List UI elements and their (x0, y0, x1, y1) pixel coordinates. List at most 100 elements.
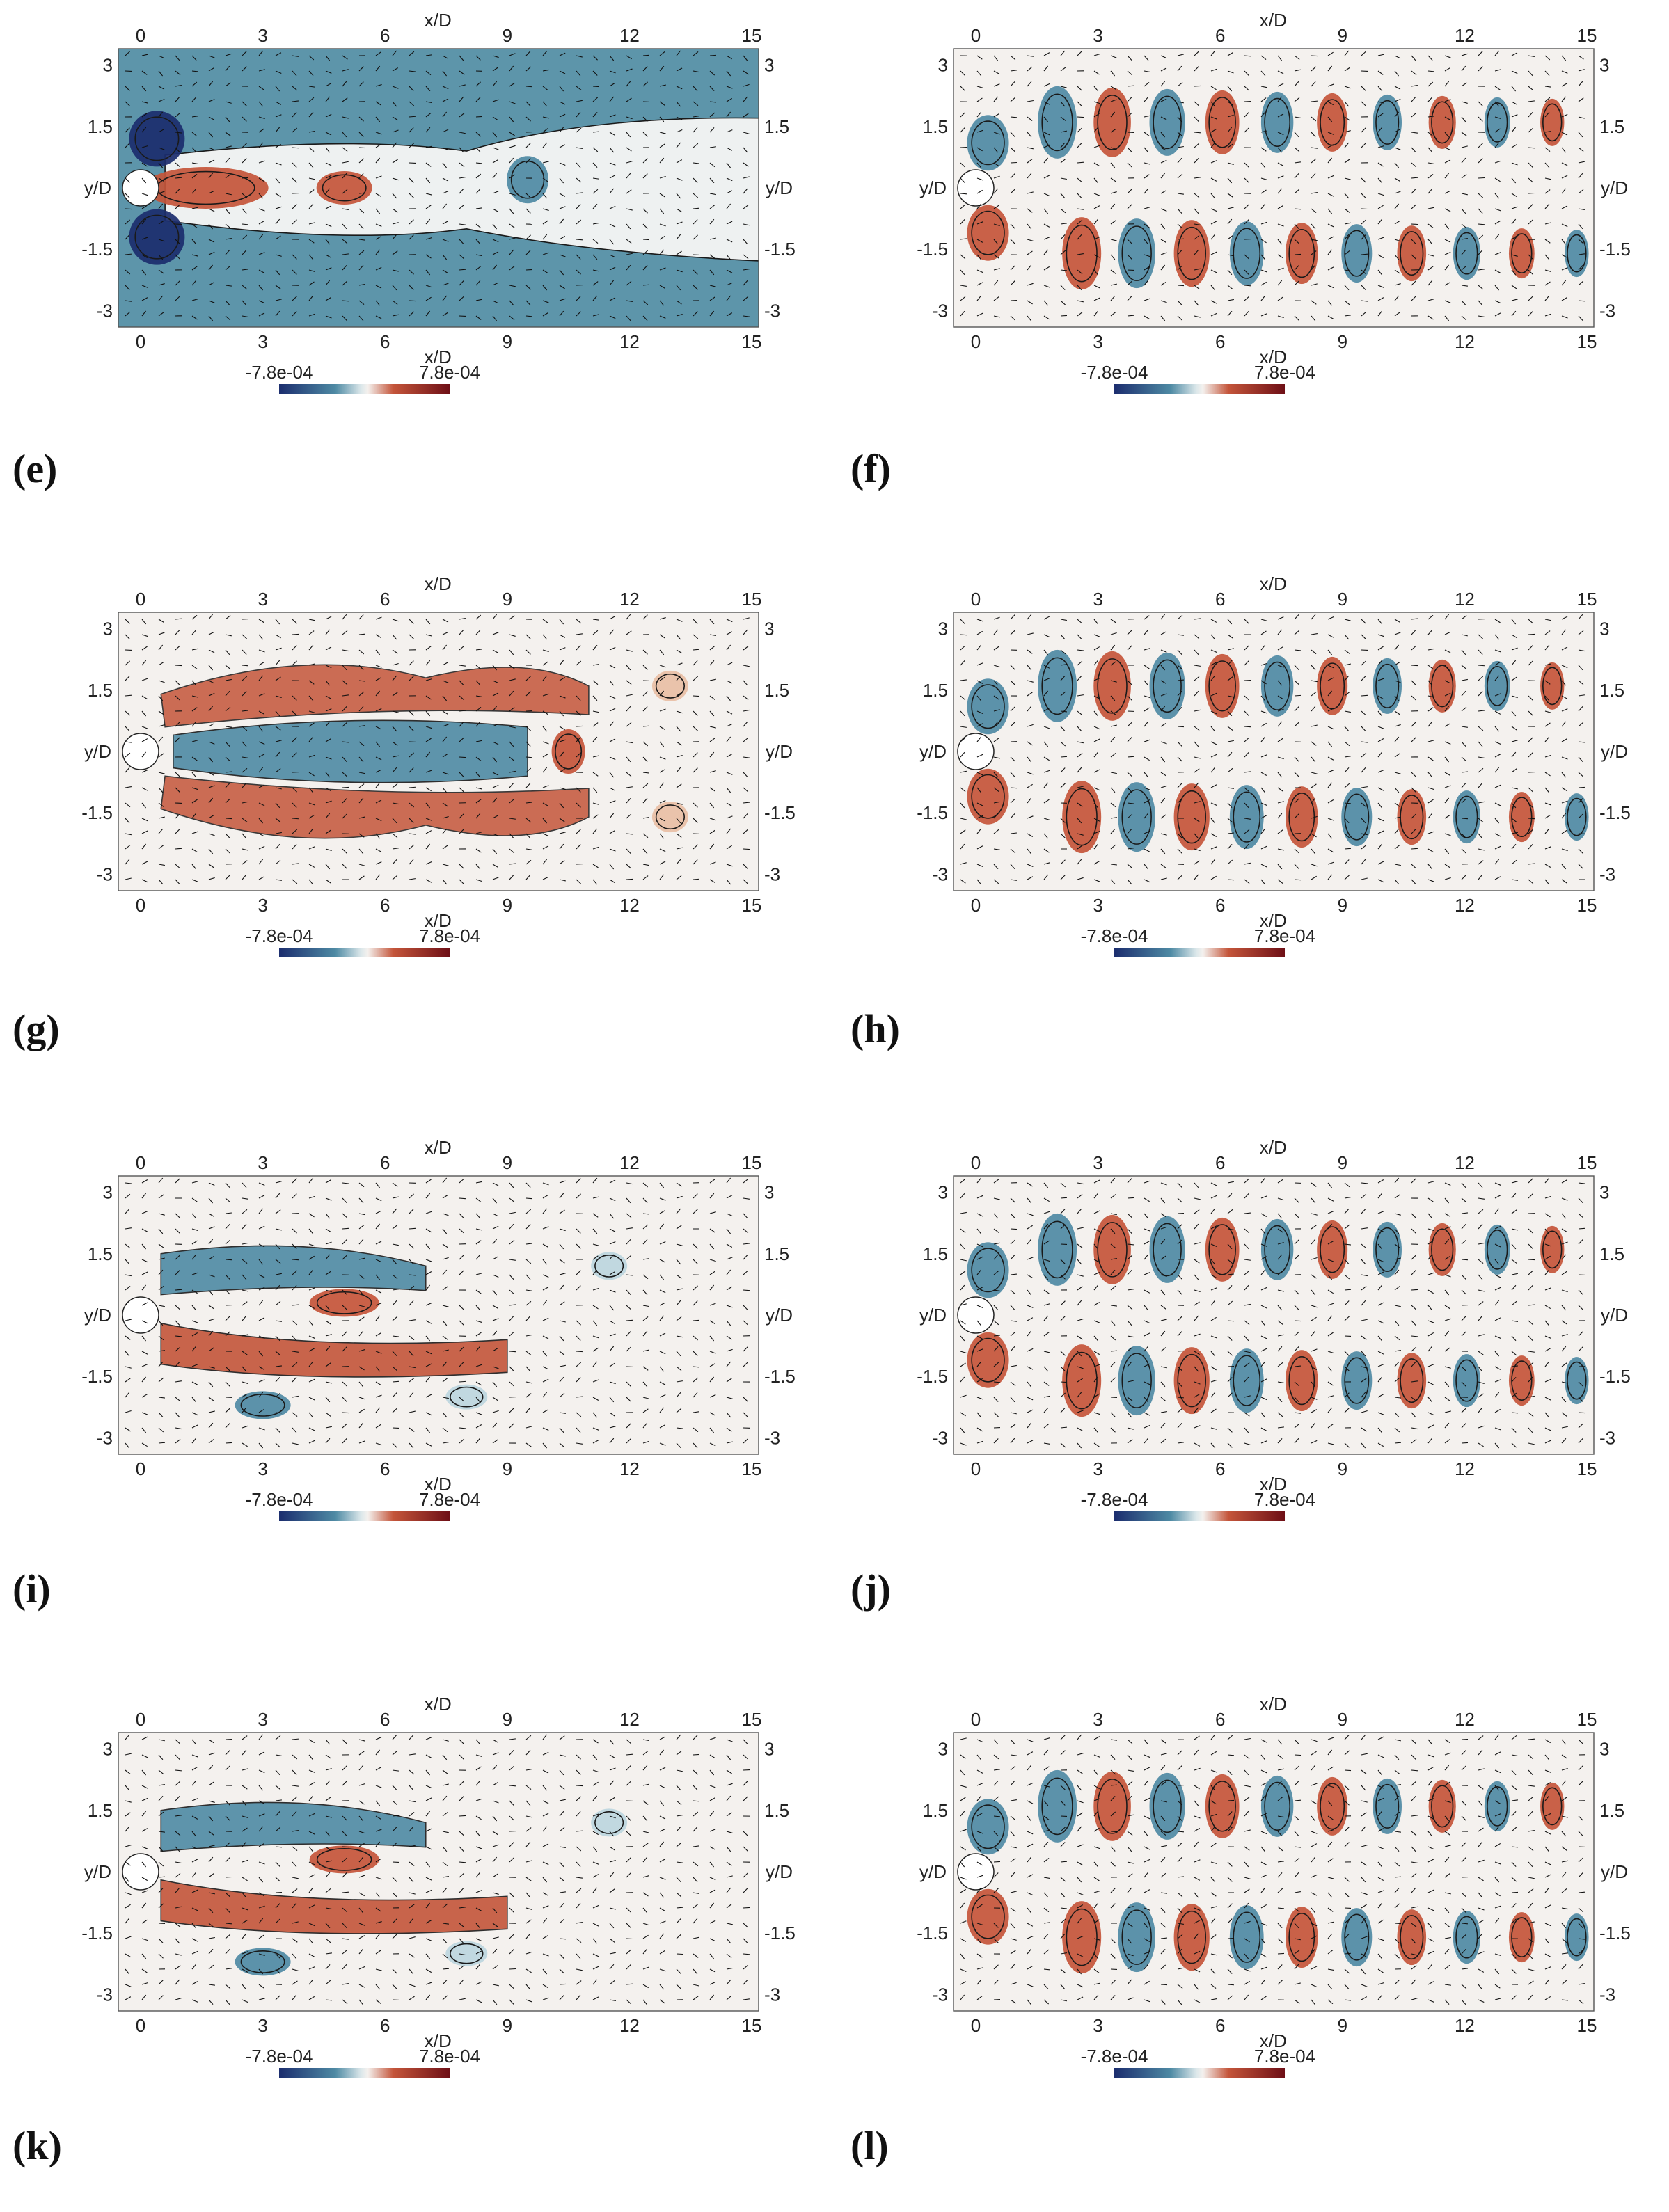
x-tick-top: 3 (258, 1152, 267, 1173)
lower-blue-blob-contour (240, 1950, 285, 1973)
vortex-lower-8 (1508, 1912, 1535, 1963)
y-tick-left: -1.5 (81, 239, 113, 260)
vortex-upper-9-contour (1542, 1787, 1563, 1826)
y-tick-left: -3 (97, 300, 113, 321)
vortex-lower-9-contour (1567, 1361, 1587, 1400)
x-tick-top: 0 (971, 1709, 981, 1730)
y-axis-label-left: y/D (84, 1305, 111, 1326)
vortex-lower-1 (1118, 1346, 1156, 1416)
x-tick-bottom: 9 (503, 331, 512, 352)
x-tick-top: 6 (380, 1709, 390, 1730)
vortex-upper-2 (1149, 1216, 1185, 1283)
far-blue-blob (591, 1252, 628, 1280)
vortex-lower-1-contour (1121, 225, 1152, 281)
panel-label-e: (e) (13, 446, 58, 491)
x-tick-top: 0 (971, 25, 981, 46)
x-tick-top: 12 (619, 1152, 640, 1173)
vortex-upper-9 (1540, 662, 1565, 710)
y-tick-right: 1.5 (1599, 1800, 1624, 1821)
y-tick-right: -3 (1599, 1984, 1615, 2005)
x-tick-top: 9 (1338, 589, 1347, 610)
x-axis-label-top: x/D (1260, 10, 1287, 31)
vortex-lower-5-contour (1344, 1357, 1370, 1404)
vortex-lower-7-contour (1455, 232, 1478, 275)
vortex-upper-2-contour (1153, 659, 1182, 713)
x-tick-top: 9 (1338, 25, 1347, 46)
vortex-lower-6-contour (1400, 1358, 1424, 1403)
y-tick-right: -1.5 (764, 1923, 796, 1943)
plot-frame (118, 48, 759, 328)
vortex-upper-3 (1205, 653, 1240, 718)
vortex-lower-9 (1565, 1357, 1589, 1405)
x-tick-bottom: 12 (1455, 331, 1475, 352)
near-cylinder-lower-contour (971, 774, 1005, 819)
colorbar-max-label: 7.8e-04 (1254, 362, 1315, 383)
x-tick-top: 9 (503, 1152, 512, 1173)
far-upper-blob (651, 670, 688, 701)
x-tick-bottom: 3 (258, 895, 267, 916)
vortex-lower-2 (1173, 220, 1210, 287)
vortex-upper-5 (1317, 93, 1348, 152)
colorbar-min-label: -7.8e-04 (1081, 2046, 1148, 2067)
x-tick-top: 9 (503, 1709, 512, 1730)
panel-label-g: (g) (13, 1006, 60, 1051)
vortex-upper-6-contour (1375, 1227, 1400, 1272)
x-tick-top: 15 (742, 589, 762, 610)
vortex-upper-8 (1484, 660, 1510, 711)
upper-shear-blob (129, 111, 185, 167)
x-tick-bottom: 12 (619, 2015, 640, 2036)
x-tick-top: 15 (1577, 25, 1597, 46)
cylinder (122, 733, 159, 770)
y-tick-left: 3 (938, 55, 948, 76)
contour-plot-k: 0 0 3 3 6 6 9 9 12 12 15 15 x/D x/D 3 3 1.5 1.5 -1.5 -1.5 -3… (70, 1694, 835, 2087)
wake-centerline-region (173, 719, 528, 783)
x-tick-bottom: 0 (136, 331, 145, 352)
y-axis-label-left: y/D (919, 177, 947, 198)
upper-shear-layer (160, 664, 590, 728)
vortex-lower-2-contour (1177, 226, 1206, 280)
panel-svg: 0 0 3 3 6 6 9 9 12 12 15 15 x/D x/D 3 3 1.5 1.5 -1.5 -1.5 -3… (81, 1694, 796, 2078)
x-tick-top: 15 (742, 1152, 762, 1173)
x-axis-label-top: x/D (425, 10, 452, 31)
y-tick-right: -1.5 (764, 802, 796, 823)
near-cylinder-upper-contour (971, 1804, 1005, 1849)
y-tick-left: 1.5 (923, 680, 948, 701)
near-cylinder-lower-contour (971, 1894, 1005, 1939)
far-upper-blob-contour (655, 673, 686, 699)
y-tick-left: -1.5 (917, 239, 948, 260)
x-axis-label-top: x/D (1260, 1694, 1287, 1714)
x-tick-top: 0 (971, 1152, 981, 1173)
y-tick-left: 3 (103, 55, 113, 76)
x-tick-bottom: 6 (380, 1458, 390, 1479)
vortex-upper-7-contour (1431, 101, 1454, 144)
y-tick-left: -3 (932, 300, 948, 321)
vortex-upper-0-contour (1041, 657, 1073, 715)
x-tick-top: 9 (503, 25, 512, 46)
x-tick-top: 12 (1455, 589, 1475, 610)
x-tick-bottom: 12 (619, 331, 640, 352)
x-tick-bottom: 6 (1215, 331, 1225, 352)
x-tick-bottom: 9 (1338, 895, 1347, 916)
x-tick-bottom: 0 (136, 1458, 145, 1479)
x-axis-label-bottom: x/D (1260, 2030, 1287, 2051)
vortex-lower-2 (1173, 1347, 1210, 1415)
x-tick-bottom: 3 (1093, 895, 1102, 916)
y-tick-right: 3 (1599, 1182, 1609, 1203)
velocity-vectors (960, 614, 1585, 885)
x-tick-bottom: 15 (742, 331, 762, 352)
far-blue-blob-contour (594, 1255, 624, 1278)
panel-svg: 0 0 3 3 6 6 9 9 12 12 15 15 x/D x/D 3 3 1.5 1.5 -1.5 -1.5 -3… (917, 10, 1631, 394)
vortex-upper-1-contour (1097, 1779, 1128, 1834)
colorbar-max-label: 7.8e-04 (419, 2046, 480, 2067)
y-tick-left: 3 (938, 1739, 948, 1760)
vortex-upper-9-contour (1542, 103, 1563, 142)
panel-label-l: (l) (851, 2123, 889, 2168)
y-tick-left: -3 (97, 1984, 113, 2005)
field-layer (954, 1176, 1594, 1454)
panel-svg: 0 0 3 3 6 6 9 9 12 12 15 15 x/D x/D 3 3 1.5 1.5 -1.5 -1.5 -3… (917, 1137, 1631, 1521)
vortex-upper-8-contour (1487, 666, 1508, 706)
y-axis-label-left: y/D (919, 1305, 947, 1326)
vortex-lower-8-contour (1511, 1917, 1533, 1957)
near-cylinder-upper-contour (971, 1248, 1005, 1293)
cylinder (122, 1853, 159, 1891)
